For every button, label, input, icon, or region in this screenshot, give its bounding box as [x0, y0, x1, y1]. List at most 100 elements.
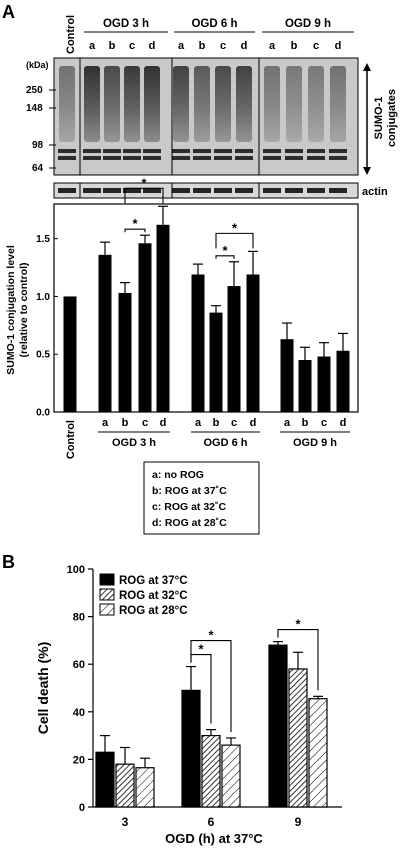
sumo-ytick-label-3: 1.5 [36, 234, 50, 245]
cell-death-legend-label-1: ROG at 32°C [119, 590, 188, 602]
sumo-label-line2: conjugates [386, 89, 398, 147]
sumo-bar-control [63, 296, 77, 412]
blot-band-lower-8 [235, 156, 253, 160]
blot-group-label-0: OGD 3 h [103, 18, 149, 30]
sumo-x-group-1: OGD 6 h [203, 437, 247, 449]
rog-legend-a: a: no ROG [152, 469, 204, 481]
cell-death-ytick-label-2: 40 [73, 707, 85, 719]
blot-band-upper-4 [143, 149, 161, 153]
blot-smear-1 [84, 66, 100, 142]
blot-smear-8 [236, 66, 252, 142]
rog-legend-b: b: ROG at 37˚C [152, 485, 227, 497]
sumo-x-lane-0-b: b [122, 417, 129, 429]
sumo-bracket: SUMO-1 conjugates [363, 63, 398, 175]
actin-band-0 [58, 188, 76, 193]
cell-death-y-axis: 0 20 40 60 80 100 [67, 564, 93, 814]
cell-death-legend: ROG at 37°C ROG at 32°C ROG at 28°C [99, 573, 188, 617]
sumo-sig-star-0: * [132, 216, 138, 231]
blot-smear-6 [194, 66, 210, 142]
blot-band-lower-4 [143, 156, 161, 160]
sumo-sig-star-1: * [141, 175, 147, 190]
sumo-x-lane-1-d: d [250, 417, 257, 429]
sumo-sig-bracket-2 [215, 255, 235, 259]
kda-marker-98: 98 [32, 140, 44, 151]
sumo-bar-0-a [98, 254, 112, 412]
sumo-bar-2-d [336, 350, 350, 412]
sumo-ytick-label-0: 0.0 [36, 408, 50, 419]
blot-smear-11 [308, 66, 324, 142]
cell-death-sig-star-1: * [208, 628, 214, 643]
cell-death-ytick-label-3: 60 [73, 659, 85, 671]
cell-death-ylabel: Cell death (%) [35, 642, 51, 735]
cell-death-bar-3-1 [115, 763, 135, 808]
sumo-x-lane-0-c: c [142, 417, 148, 429]
cell-death-bar-3-0 [95, 751, 115, 808]
actin-band-9 [263, 188, 281, 193]
cell-death-legend-label-0: ROG at 37°C [119, 575, 188, 587]
cell-death-bar-9-0 [268, 644, 288, 808]
actin-bands [58, 188, 347, 193]
sumo-x-group-2: OGD 9 h [293, 437, 337, 449]
rog-legend: a: no ROG b: ROG at 37˚C c: ROG at 32˚C … [143, 461, 260, 535]
cell-death-sig-bracket-2 [277, 629, 319, 691]
blot-smear-10 [286, 66, 302, 142]
blot-band-lower-0 [58, 156, 76, 160]
actin-band-4 [143, 188, 161, 193]
blot-lane-label-0-c: c [129, 40, 135, 52]
cell-death-x-tick-6: 6 [208, 815, 215, 829]
sumo-bar-1-a [191, 274, 205, 412]
cell-death-sig-bracket-1 [190, 640, 232, 732]
rog-legend-c: c: ROG at 32˚C [152, 501, 227, 513]
blot-lane-label-2-b: b [291, 40, 298, 52]
blot-lane-label-2-d: d [335, 40, 342, 52]
actin-band-12 [329, 188, 347, 193]
sumo-chart-y-axis: 0.0 0.5 1.0 1.5 [36, 234, 58, 419]
sumo-x-lane-0-a: a [102, 417, 109, 429]
sumo-bar-2-a [280, 339, 294, 412]
sumo-x-control-label: Control [65, 420, 77, 459]
sumo-arrow-up [363, 63, 371, 71]
rog-legend-box [143, 461, 260, 535]
cell-death-sig-star-0: * [198, 642, 204, 657]
cell-death-xlabel: OGD (h) at 37°C [165, 831, 263, 846]
sumo-x-lane-2-b: b [302, 417, 309, 429]
actin-band-11 [307, 188, 325, 193]
cell-death-legend-swatch-2 [99, 603, 115, 616]
sumo-sig-bracket-0 [124, 228, 146, 233]
panel-b-letter: B [2, 552, 15, 572]
blot-band-upper-1 [83, 149, 101, 153]
cell-death-bars: 3 6 9 * * * [95, 617, 328, 829]
blot-lane-label-0-d: d [149, 40, 156, 52]
sumo-x-lane-1-b: b [213, 417, 220, 429]
blot-band-lower-10 [285, 156, 303, 160]
blot-lane-label-1-d: d [241, 40, 248, 52]
actin-band-2 [103, 188, 121, 193]
blot-smear-4 [144, 66, 160, 142]
cell-death-bar-9-2 [308, 698, 328, 808]
cell-death-ytick-label-5: 100 [67, 564, 85, 576]
blot-band-lower-3 [123, 156, 141, 160]
cell-death-ytick-label-4: 80 [73, 612, 85, 624]
blot-lane-label-0-b: b [109, 40, 116, 52]
kda-markers: 250 148 98 64 [26, 85, 56, 174]
cell-death-bar-3-2 [135, 767, 155, 808]
western-blot: (kDa) 250 148 98 64 SUMO-1 conjugates ac… [26, 57, 398, 199]
sumo-x-lane-1-a: a [195, 417, 202, 429]
blot-lane-label-1-c: c [220, 40, 226, 52]
cell-death-chart: 0 20 40 60 80 100 Cell death (%) 3 6 9 * * * ROG a… [35, 564, 342, 846]
blot-band-lower-12 [329, 156, 347, 160]
rog-legend-d: d: ROG at 28˚C [152, 517, 227, 529]
actin-band-3 [123, 188, 141, 193]
sumo-sig-star-3: * [232, 220, 238, 235]
sumo-x-lane-0-d: d [160, 417, 167, 429]
blot-control-label: Control [65, 15, 77, 54]
actin-band-8 [235, 188, 253, 193]
cell-death-x-tick-3: 3 [122, 815, 129, 829]
actin-band-7 [214, 188, 232, 193]
sumo-bar-0-b [118, 292, 132, 412]
blot-lanes [58, 66, 347, 160]
cell-death-bar-6-2 [221, 744, 241, 808]
sumo-chart-ylabel-line1: SUMO-1 conjugation level [5, 245, 17, 375]
